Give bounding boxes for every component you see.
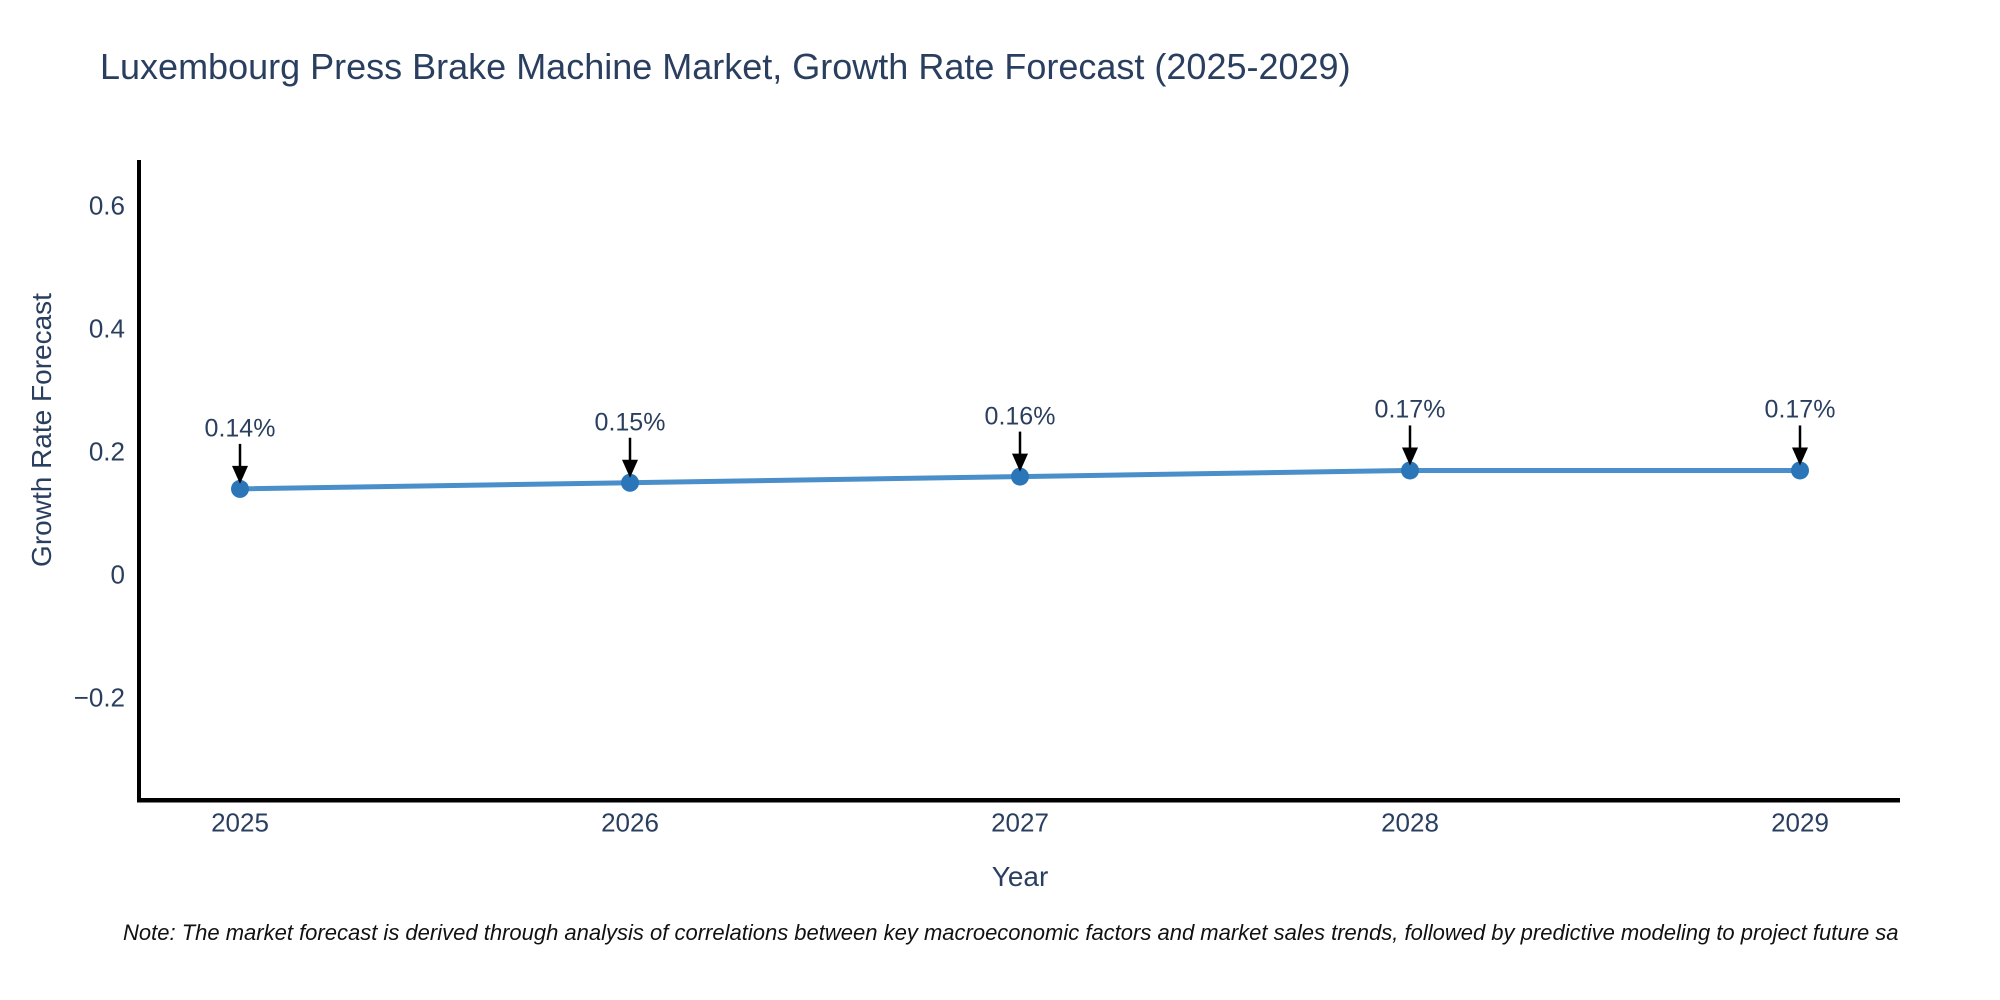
point-label-2026: 0.15%: [594, 408, 666, 437]
data-point-2027: [1011, 467, 1029, 486]
data-point-2029: [1791, 461, 1809, 480]
y-tick-−0.2: −0.2: [73, 682, 125, 713]
point-label-2029: 0.17%: [1764, 395, 1836, 424]
series-layer: [231, 461, 1809, 498]
point-label-2025: 0.14%: [204, 414, 276, 443]
point-label-2028: 0.17%: [1374, 395, 1446, 424]
y-axis-spine: [137, 160, 141, 802]
y-tick-0: 0: [110, 559, 125, 590]
x-tick-2027: 2027: [991, 807, 1049, 838]
x-tick-2026: 2026: [601, 807, 659, 838]
annotation-arrow-head: [622, 459, 638, 478]
x-axis-label: Year: [991, 861, 1049, 892]
x-tick-2025: 2025: [211, 807, 269, 838]
footnote: Note: The market forecast is derived thr…: [123, 920, 1899, 945]
x-tick-2028: 2028: [1381, 807, 1439, 838]
annotation-arrow-head: [1402, 447, 1418, 466]
x-axis-spine: [137, 798, 1900, 803]
data-point-2028: [1401, 461, 1419, 480]
y-tick-0.4: 0.4: [88, 313, 125, 344]
annotation-arrows-layer: [232, 425, 1808, 484]
point-label-2027: 0.16%: [984, 402, 1056, 431]
annotation-arrow-head: [1012, 453, 1028, 472]
x-tick-2029: 2029: [1771, 807, 1829, 838]
data-point-2025: [231, 479, 249, 498]
y-tick-0.2: 0.2: [88, 436, 125, 467]
y-tick-0.6: 0.6: [88, 190, 125, 221]
annotation-arrow-head: [1792, 447, 1808, 466]
data-point-2026: [621, 473, 639, 492]
annotation-arrow-head: [232, 465, 248, 484]
chart-title: Luxembourg Press Brake Machine Market, G…: [100, 46, 1351, 87]
